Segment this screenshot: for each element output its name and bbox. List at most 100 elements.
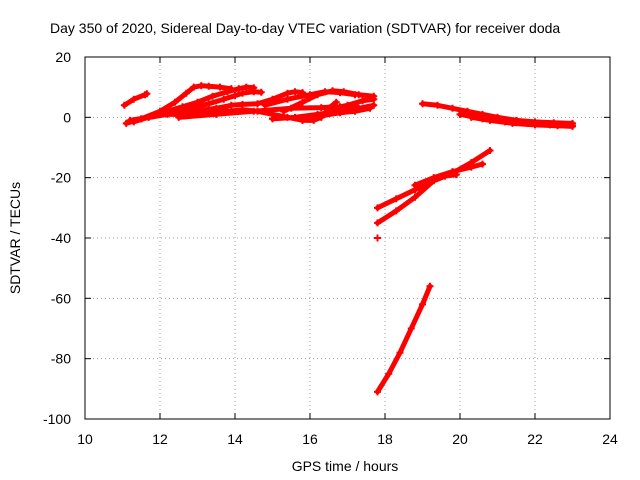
data-point (419, 100, 426, 108)
data-point (419, 300, 426, 308)
data-point (242, 83, 250, 91)
data-point (250, 107, 258, 115)
data-point (370, 101, 378, 109)
data-point (392, 207, 400, 215)
data-point (209, 92, 216, 100)
data-point (171, 98, 179, 106)
data-point (175, 113, 183, 121)
data-point (205, 82, 213, 90)
data-series (120, 90, 151, 109)
data-point (205, 100, 213, 108)
axis-ticks (84, 56, 611, 420)
data-point (239, 89, 246, 97)
data-point (344, 101, 351, 109)
grid-lines (85, 57, 610, 419)
data-point (366, 104, 374, 112)
data-point (197, 82, 205, 90)
data-point (299, 98, 306, 106)
x-tick-label: 20 (452, 431, 468, 447)
data-point (284, 95, 291, 103)
x-tick-label: 16 (302, 431, 318, 447)
data-series (374, 234, 381, 242)
series-trace (375, 283, 433, 395)
data-point (329, 87, 336, 95)
data-point (257, 88, 265, 96)
data-point (336, 109, 344, 117)
data-points (120, 82, 576, 396)
data-point (254, 100, 261, 108)
data-series (280, 87, 378, 115)
data-point (430, 174, 438, 182)
data-point (479, 160, 486, 168)
data-point (261, 101, 269, 109)
data-point (392, 195, 400, 203)
data-point (434, 101, 441, 109)
x-tick-label: 12 (152, 431, 168, 447)
data-point (291, 113, 299, 121)
x-tick-label: 10 (77, 431, 93, 447)
data-point (291, 88, 299, 96)
data-point (531, 121, 539, 129)
y-tick-label: -60 (51, 290, 71, 306)
data-point (396, 349, 404, 357)
y-tick-label: -80 (51, 351, 71, 367)
y-axis-label: SDTVAR / TECUs (7, 182, 23, 294)
data-point (156, 110, 164, 118)
data-point (220, 95, 228, 103)
data-point (317, 112, 325, 120)
chart-title: Day 350 of 2020, Sidereal Day-to-day VTE… (50, 20, 560, 36)
data-point (130, 118, 138, 126)
data-point (280, 107, 288, 115)
data-point (374, 388, 381, 396)
data-point (299, 116, 306, 124)
data-series (467, 113, 576, 130)
data-point (569, 122, 576, 130)
series-trace (330, 96, 377, 111)
y-tick-label: -20 (51, 170, 71, 186)
data-series (329, 95, 378, 112)
data-point (317, 104, 325, 112)
data-series (299, 104, 374, 124)
data-point (143, 90, 151, 98)
data-point (449, 168, 456, 176)
y-tick-label: -40 (51, 230, 71, 246)
data-point (190, 83, 198, 91)
data-point (329, 104, 336, 112)
data-point (554, 122, 561, 130)
data-series (411, 160, 486, 189)
y-tick-label: 20 (55, 49, 71, 65)
data-point (456, 110, 464, 118)
data-point (374, 204, 381, 212)
data-point (235, 85, 243, 93)
data-point (182, 89, 190, 97)
y-tick-label: -100 (43, 411, 71, 427)
data-point (216, 83, 224, 91)
data-point (370, 95, 378, 103)
data-point (509, 119, 516, 127)
data-point (355, 91, 363, 99)
x-tick-label: 24 (602, 431, 618, 447)
data-point (224, 88, 231, 96)
data-point (374, 234, 381, 242)
data-point (411, 181, 419, 189)
x-tick-label: 18 (377, 431, 393, 447)
data-point (385, 370, 393, 378)
data-point (486, 116, 494, 124)
data-series (374, 282, 434, 396)
data-point (212, 110, 220, 118)
data-point (486, 147, 494, 155)
data-point (284, 89, 291, 97)
data-point (426, 282, 434, 290)
data-point (407, 325, 415, 332)
data-point (130, 95, 138, 103)
y-tick-labels: 20 0 -20 -40 -60 -80 -100 (43, 49, 71, 427)
data-point (340, 88, 348, 96)
x-tick-labels: 10 12 14 16 18 20 22 24 (77, 431, 618, 447)
data-point (137, 115, 145, 123)
data-point (120, 101, 128, 109)
data-point (314, 91, 321, 99)
data-point (250, 88, 258, 96)
data-point (374, 219, 381, 227)
data-point (351, 107, 359, 115)
